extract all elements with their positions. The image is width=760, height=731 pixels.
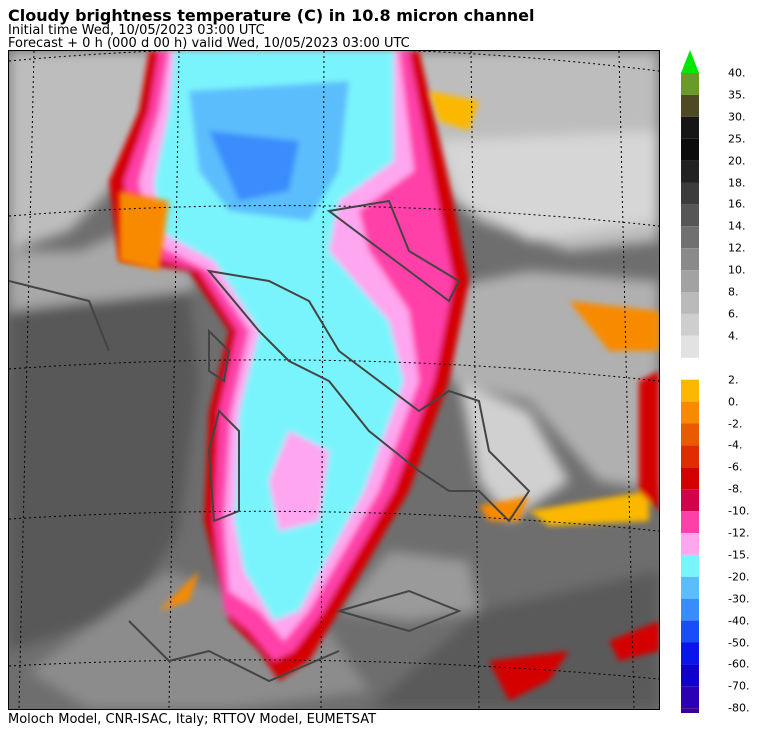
legend-swatch <box>681 401 699 424</box>
legend-swatch <box>681 160 699 183</box>
map-title: Cloudy brightness temperature (C) in 10.… <box>8 6 535 25</box>
legend-label: -8. <box>728 482 743 496</box>
color-legend <box>680 48 760 731</box>
legend-swatch <box>681 533 699 555</box>
legend-swatch <box>681 511 699 533</box>
legend-swatch <box>681 467 699 490</box>
legend-label: -40. <box>728 614 750 628</box>
legend-swatch <box>681 379 699 402</box>
legend-swatch <box>681 576 699 599</box>
legend-label: -12. <box>728 526 750 540</box>
legend-swatch <box>681 642 699 665</box>
legend-label: 35. <box>728 88 746 102</box>
legend-label: 20. <box>728 154 746 168</box>
legend-swatch <box>681 248 699 271</box>
legend-swatch <box>681 116 699 139</box>
legend-label: 4. <box>728 329 739 343</box>
legend-swatch <box>681 204 699 227</box>
legend-swatch <box>681 489 699 512</box>
coastlines <box>9 199 531 683</box>
legend-swatch <box>681 686 699 709</box>
legend-swatch <box>681 73 699 95</box>
legend-label: -4. <box>728 438 743 452</box>
graticule <box>9 51 659 709</box>
legend-label: -70. <box>728 679 750 693</box>
legend-label: 0. <box>728 395 739 409</box>
forecast-line: Forecast + 0 h (000 d 00 h) valid Wed, 1… <box>8 36 410 51</box>
legend-label: 30. <box>728 110 746 124</box>
legend-label: -20. <box>728 570 750 584</box>
legend-swatch <box>681 598 699 621</box>
legend-label: -6. <box>728 460 743 474</box>
legend-swatch <box>681 423 699 446</box>
legend-label: -30. <box>728 592 750 606</box>
legend-swatch <box>681 554 699 577</box>
legend-label: 10. <box>728 263 746 277</box>
legend-label: 2. <box>728 373 739 387</box>
legend-label: 18. <box>728 176 746 189</box>
legend-swatch <box>681 620 699 643</box>
legend-label: -10. <box>728 504 750 518</box>
legend-swatch <box>681 292 699 314</box>
legend-arrow-top <box>681 50 699 73</box>
legend-label: -50. <box>728 636 750 649</box>
legend-label: 40. <box>728 66 746 80</box>
isolated-cloud-patches <box>119 91 659 701</box>
legend-label: 6. <box>728 307 739 321</box>
legend-label: -2. <box>728 417 743 430</box>
legend-swatch <box>681 182 699 205</box>
legend-swatch <box>681 138 699 161</box>
initial-time-line: Initial time Wed, 10/05/2023 03:00 UTC <box>8 23 265 38</box>
legend-label: 12. <box>728 241 746 255</box>
model-credit: Moloch Model, CNR-ISAC, Italy; RTTOV Mod… <box>8 712 377 727</box>
legend-label: -15. <box>728 548 750 562</box>
legend-label: -60. <box>728 657 750 671</box>
legend-label: 8. <box>728 285 739 299</box>
legend-label: -80. <box>728 701 750 715</box>
legend-swatch <box>681 270 699 292</box>
legend-label: 25. <box>728 132 746 146</box>
legend-label: 14. <box>728 219 746 233</box>
legend-swatch <box>681 313 699 336</box>
legend-label: 16. <box>728 197 746 211</box>
legend-swatch <box>681 335 699 358</box>
legend-swatch <box>681 94 699 117</box>
legend-swatch <box>681 445 699 468</box>
satellite-map <box>8 50 660 710</box>
legend-swatch <box>681 664 699 687</box>
legend-swatch <box>681 708 699 731</box>
legend-swatch <box>681 226 699 249</box>
